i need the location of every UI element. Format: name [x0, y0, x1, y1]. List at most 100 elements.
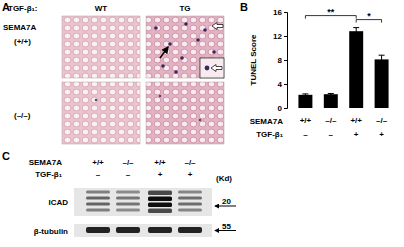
factor-label: TGF-β₁: — [8, 4, 38, 13]
blot-band — [116, 197, 140, 200]
error-bar — [328, 93, 334, 94]
error-bar — [302, 94, 308, 96]
stained-cell — [212, 50, 216, 54]
error-bar-stem — [356, 28, 357, 35]
column-label: WT — [95, 4, 108, 13]
lane-label: + — [188, 170, 193, 179]
category2-title: TGF-β₁ — [256, 130, 284, 139]
y-axis-line — [284, 13, 288, 109]
y-tick-mark — [284, 60, 287, 61]
micrograph — [146, 16, 224, 78]
stained-cell — [180, 56, 184, 60]
category2-label: + — [354, 130, 359, 139]
blot-band — [86, 227, 110, 233]
stained-cell — [168, 42, 172, 46]
blot-band — [148, 209, 172, 214]
inset — [200, 58, 224, 78]
row-label: (+/+) — [14, 37, 31, 46]
lane-label: + — [158, 170, 163, 179]
unit-label: (Kd) — [216, 174, 232, 183]
y-tick: 4 — [278, 80, 287, 89]
y-tick: 8 — [278, 56, 287, 65]
open-arrow — [211, 65, 222, 72]
pointer-arrow — [160, 47, 168, 58]
category-title: SEMA7A — [250, 117, 284, 126]
stained-cell — [184, 22, 188, 26]
error-bar — [353, 28, 359, 35]
x-axis: +/+ –/– +/+ –/– — [300, 108, 388, 125]
error-bar — [379, 55, 385, 63]
stained-cell — [159, 95, 162, 98]
x-tick-label: +/+ — [300, 116, 312, 125]
y-tick: 16 — [273, 8, 287, 17]
x-tick-label: –/– — [376, 116, 388, 125]
stained-cell — [154, 26, 158, 30]
lane-label: – — [96, 170, 101, 179]
blot-band — [178, 209, 202, 212]
row-title: TGF-β₁ — [35, 170, 63, 179]
error-bar-cap — [328, 93, 334, 94]
blot-membrane — [74, 224, 212, 237]
blot-band — [116, 203, 140, 206]
blot-band — [116, 209, 140, 212]
blot-band — [116, 191, 140, 194]
blot-label: β-tubulin — [34, 227, 68, 236]
micrograph — [146, 82, 224, 144]
error-bar-cap — [379, 55, 385, 56]
y-tick-label: 12 — [273, 32, 282, 41]
panel-b: BTUNEL Score0481216+/+–/–+/+–/–SEMA7A––+… — [240, 1, 389, 139]
y-axis-title: TUNEL Score — [249, 34, 258, 86]
micrograph — [62, 16, 140, 78]
blot-label: ICAD — [48, 198, 68, 207]
blot-band — [148, 227, 172, 233]
micrograph — [62, 82, 140, 144]
open-arrow — [212, 23, 223, 30]
stained-cell — [199, 119, 202, 122]
blot-band — [86, 191, 110, 194]
column-label: TG — [179, 4, 190, 13]
stained-cell — [203, 28, 207, 32]
size-marker-label: 20 — [222, 197, 231, 206]
figure: ATGF-β₁:WTTGSEMA7A(+/+)(–/–)BTUNEL Score… — [0, 0, 404, 247]
blot-band — [178, 197, 202, 200]
y-tick-label: 4 — [278, 80, 283, 89]
x-tick: +/+ — [350, 108, 362, 125]
blot-band — [86, 197, 110, 200]
blot-membrane — [74, 188, 212, 216]
x-tick: –/– — [325, 108, 337, 125]
blot-band — [116, 227, 140, 233]
error-bar-stem — [381, 55, 382, 63]
y-tick-mark — [284, 36, 287, 37]
row-title: SEMA7A — [29, 158, 63, 167]
blot-band — [148, 197, 172, 202]
lane-label: – — [126, 170, 131, 179]
y-tick-mark — [284, 84, 287, 85]
category2-label: + — [379, 130, 384, 139]
y-tick-mark — [284, 12, 287, 13]
y-tick-mark — [284, 108, 287, 109]
y-tick-label: 8 — [278, 56, 283, 65]
blot-band — [178, 227, 202, 233]
row-label: (–/–) — [14, 111, 31, 120]
lane-label: +/+ — [92, 158, 104, 167]
category2-label: – — [303, 130, 308, 139]
blot-band — [178, 203, 202, 206]
x-tick-label: +/+ — [350, 116, 362, 125]
stained-cell — [196, 38, 200, 42]
panel-letter: C — [2, 150, 10, 162]
y-tick-label: 0 — [278, 104, 283, 113]
stained-cell — [95, 99, 98, 102]
blot-band — [86, 209, 110, 212]
panel-letter: B — [240, 1, 248, 13]
significance-label: ** — [327, 7, 335, 17]
x-tick: +/+ — [300, 108, 312, 125]
size-marker-label: 55 — [222, 222, 231, 231]
bar — [375, 59, 389, 108]
bar — [349, 31, 363, 108]
lane-label: –/– — [184, 158, 196, 167]
panel-a: ATGF-β₁:WTTGSEMA7A(+/+)(–/–) — [2, 1, 224, 144]
blot-band — [148, 203, 172, 208]
blot-band — [178, 191, 202, 194]
stained-cell — [174, 70, 178, 74]
y-tick-label: 16 — [273, 8, 282, 17]
